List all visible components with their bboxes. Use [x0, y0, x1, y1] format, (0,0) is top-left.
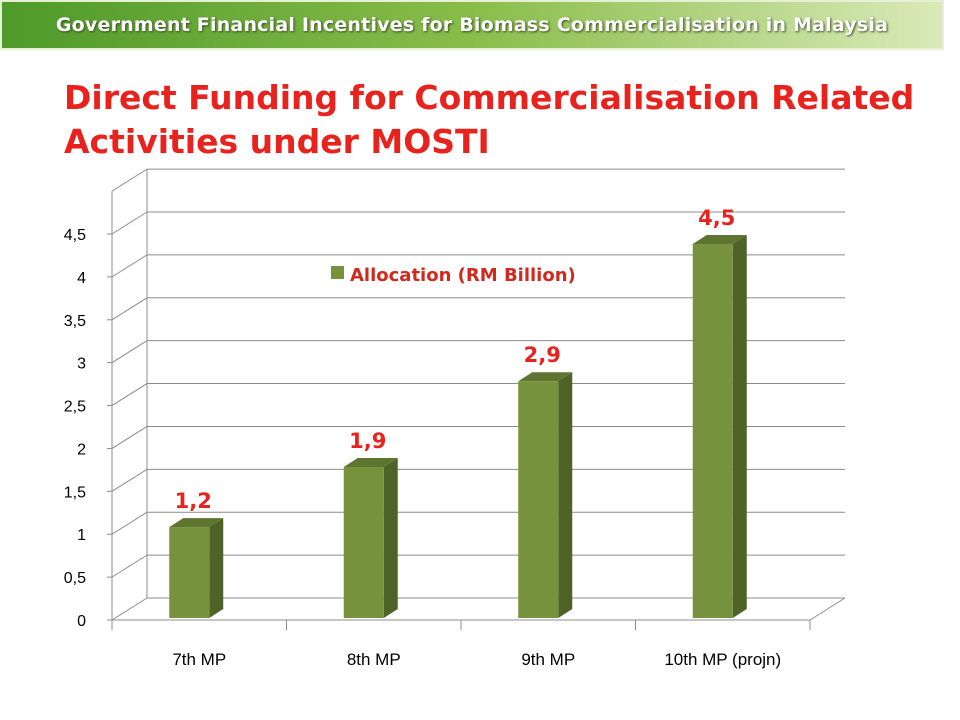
- gridline-side: [111, 554, 148, 578]
- bar-top: [692, 235, 747, 244]
- x-tick-label: 8th MP: [347, 650, 401, 669]
- y-tick-label: 2,5: [64, 399, 86, 416]
- chart-title: Direct Funding for Commercialisation Rel…: [64, 78, 915, 161]
- y-tick-label: 0,5: [64, 570, 86, 587]
- x-tick-labels: 7th MP 8th MP 9th MP 10th MP (projn): [172, 650, 781, 669]
- bar-front: [518, 381, 559, 618]
- gridline-side: [111, 511, 148, 535]
- y-tick-label: 4,5: [64, 227, 86, 244]
- bar-front: [169, 527, 210, 618]
- bar: [692, 235, 747, 618]
- gridline-side: [111, 168, 148, 192]
- y-tick-label: 3: [77, 356, 86, 373]
- bar-side: [383, 458, 398, 618]
- y-tick-label: 4: [77, 270, 86, 287]
- bar-side: [558, 372, 573, 618]
- data-labels: 1,2 1,9 2,9 4,5: [175, 206, 736, 513]
- gridline-side: [111, 340, 148, 364]
- x-tick-label: 7th MP: [172, 650, 226, 669]
- gridline-side: [111, 426, 148, 449]
- floor-edge: [809, 597, 846, 621]
- data-label: 4,5: [698, 206, 735, 230]
- gridline-side: [111, 297, 148, 321]
- y-tick-label: 0: [77, 613, 86, 630]
- gridline-side: [111, 383, 148, 406]
- bar-front: [692, 244, 733, 618]
- y-tick-labels: 0 0,5 1 1,5 2 2,5 3 3,5 4 4,5: [64, 227, 86, 630]
- x-tick-label: 9th MP: [521, 650, 575, 669]
- legend-swatch: [331, 266, 344, 279]
- bar: [518, 372, 573, 618]
- data-label: 1,9: [349, 429, 386, 453]
- bar: [343, 458, 398, 618]
- bars: [169, 235, 747, 618]
- y-tick-label: 2: [77, 441, 86, 458]
- bar: [169, 518, 224, 618]
- gridline-side: [111, 211, 148, 235]
- gridline-side: [111, 468, 148, 492]
- data-label: 1,2: [175, 489, 212, 513]
- bar-side: [732, 235, 747, 618]
- gridline-side: [111, 254, 148, 278]
- y-tick-label: 3,5: [64, 313, 86, 330]
- bar-top: [518, 372, 573, 382]
- banner-title: Government Financial Incentives for Biom…: [55, 14, 889, 36]
- bar-front: [343, 467, 384, 618]
- y-tick-label: 1,5: [64, 484, 86, 501]
- bar-side: [209, 518, 224, 618]
- header-banner: [0, 0, 944, 50]
- y-tick-label: 1: [77, 527, 86, 544]
- legend: Allocation (RM Billion): [331, 265, 576, 286]
- x-tick-label: 10th MP (projn): [664, 650, 781, 669]
- data-label: 2,9: [524, 343, 561, 367]
- bar-top: [343, 458, 398, 468]
- legend-label: Allocation (RM Billion): [350, 265, 576, 286]
- bar-top: [169, 518, 224, 528]
- gridline-side: [111, 597, 148, 621]
- axes: [107, 169, 846, 630]
